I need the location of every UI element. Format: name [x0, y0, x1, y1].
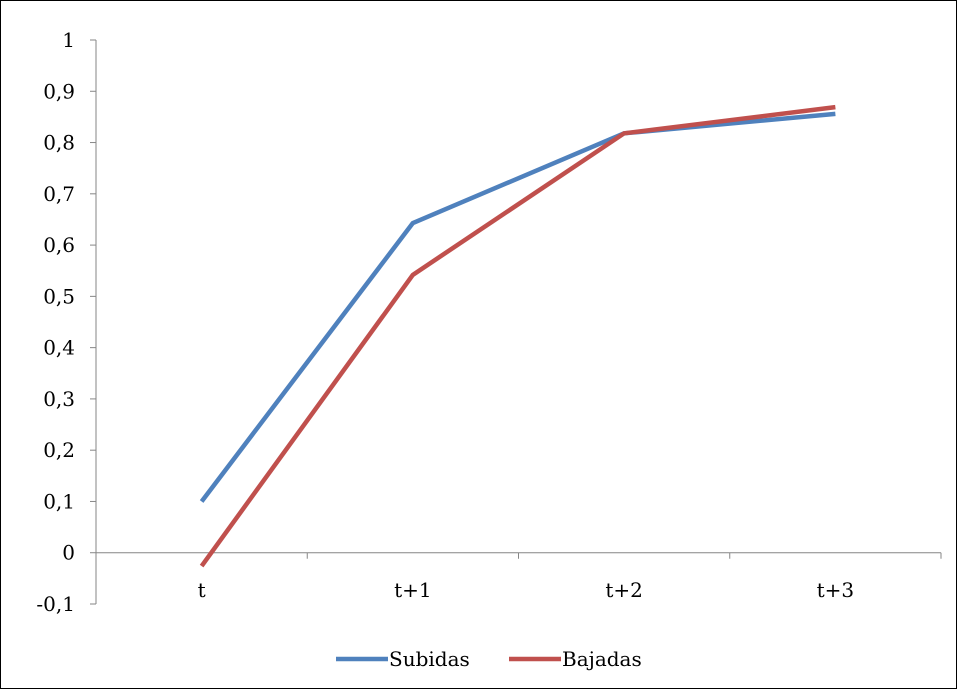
y-tick-label: -0,1: [36, 592, 75, 616]
series-line-subidas: [202, 114, 836, 502]
y-tick-label: 0,7: [43, 182, 75, 206]
y-tick-label: 0,1: [43, 489, 75, 513]
y-tick-label: 0: [62, 541, 75, 565]
legend: Subidas Bajadas: [336, 647, 642, 671]
x-tick-label: t+3: [817, 578, 855, 602]
y-tick-label: 0,2: [43, 438, 75, 462]
x-tick-label: t: [198, 578, 206, 602]
legend-label-subidas: Subidas: [389, 647, 470, 671]
legend-label-bajadas: Bajadas: [562, 647, 642, 671]
series-lines: [202, 107, 836, 566]
y-tick-label: 0,5: [43, 284, 75, 308]
x-tick-label: t+1: [394, 578, 432, 602]
y-tick-label: 0,9: [43, 79, 75, 103]
x-tick-label: t+2: [605, 578, 643, 602]
y-tick-label: 0,3: [43, 387, 75, 411]
y-tick-label: 0,8: [43, 131, 75, 155]
y-tick-label: 0,4: [43, 336, 75, 360]
y-tick-label: 1: [62, 28, 75, 52]
y-tick-label: 0,6: [43, 233, 75, 257]
